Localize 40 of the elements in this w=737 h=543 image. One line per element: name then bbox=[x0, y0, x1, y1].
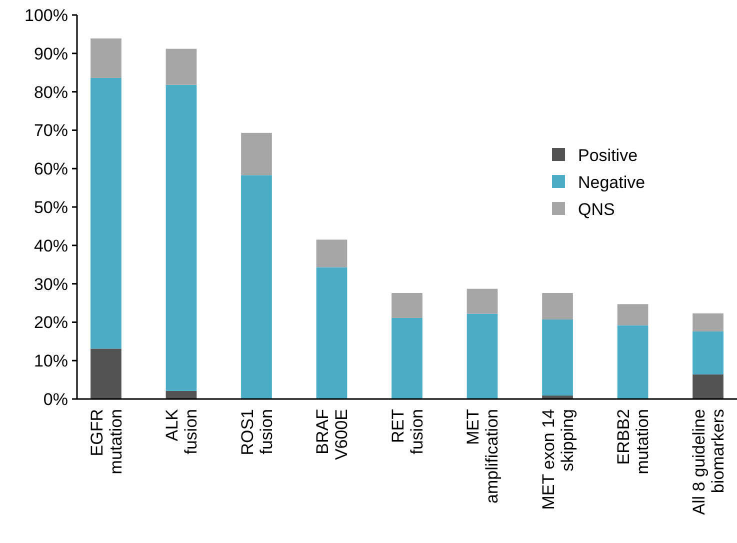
bar bbox=[542, 293, 573, 320]
bar bbox=[392, 293, 422, 318]
y-tick-label: 20% bbox=[34, 313, 68, 332]
y-tick-label: 80% bbox=[34, 82, 68, 102]
bar bbox=[692, 374, 724, 399]
bar bbox=[692, 331, 724, 374]
y-tick-label: 90% bbox=[34, 44, 68, 64]
y-tick-label: 40% bbox=[34, 236, 68, 256]
x-tick-label: EGFR mutation bbox=[87, 409, 126, 474]
bar bbox=[166, 390, 197, 399]
y-tick-label: 0% bbox=[43, 390, 68, 409]
y-tick-label: 10% bbox=[34, 352, 68, 371]
y-tick-label: 100% bbox=[24, 6, 68, 25]
bar bbox=[617, 304, 648, 326]
bar bbox=[316, 240, 348, 268]
legend-label: QNS bbox=[578, 200, 615, 219]
bar bbox=[542, 320, 573, 396]
x-tick-label: ALK fusion bbox=[162, 408, 201, 454]
bar bbox=[617, 325, 648, 399]
bar bbox=[166, 48, 197, 85]
bar bbox=[90, 348, 122, 399]
x-tick-label: ROS1 fusion bbox=[238, 409, 276, 456]
y-tick-label: 30% bbox=[34, 274, 68, 294]
bar bbox=[692, 313, 724, 332]
bar bbox=[90, 78, 122, 349]
bar bbox=[241, 175, 272, 399]
bar bbox=[466, 288, 498, 314]
y-tick-label: 70% bbox=[34, 121, 68, 140]
bar bbox=[466, 314, 498, 399]
bar bbox=[166, 84, 197, 391]
bar bbox=[392, 318, 422, 399]
bar bbox=[241, 132, 272, 176]
bar bbox=[90, 38, 122, 78]
y-tick-label: 60% bbox=[34, 160, 68, 179]
bar bbox=[316, 267, 348, 399]
x-tick-label: RET fusion bbox=[388, 409, 426, 454]
y-tick-label: 50% bbox=[34, 198, 68, 217]
legend-label: Negative bbox=[578, 172, 646, 192]
legend-label: Positive bbox=[578, 146, 638, 165]
x-tick-label: BRAF V600E bbox=[313, 409, 352, 460]
